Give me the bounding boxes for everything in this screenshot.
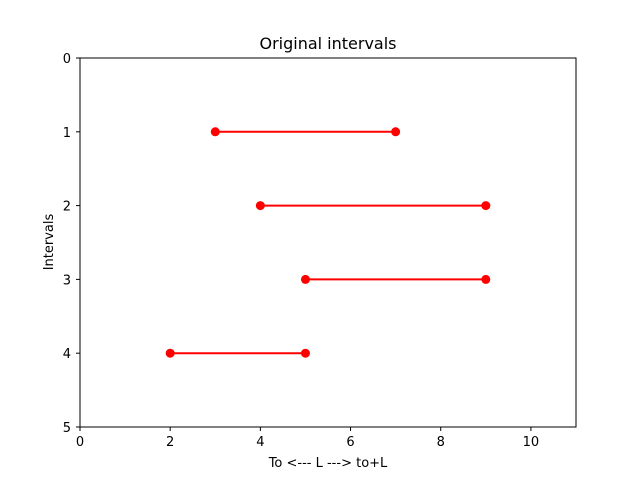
x-tick-label: 2 <box>166 435 174 450</box>
interval-end-point-3 <box>481 274 491 284</box>
x-tick-label: 6 <box>346 435 354 450</box>
x-tick-label: 4 <box>256 435 264 450</box>
y-tick-label: 0 <box>63 52 71 67</box>
x-axis-label: To <--- L ---> to+L <box>268 456 388 471</box>
x-tick-label: 0 <box>76 435 84 450</box>
plot-frame <box>79 57 577 428</box>
y-tick-label: 3 <box>63 273 71 288</box>
x-tick-label: 8 <box>437 435 445 450</box>
chart-title: Original intervals <box>259 34 396 53</box>
y-tick-label: 1 <box>63 126 71 141</box>
interval-start-point-2 <box>255 201 265 211</box>
interval-start-point-1 <box>210 127 220 137</box>
x-axis-ticks: 0 2 4 6 8 10 <box>76 427 539 450</box>
y-axis-label: Intervals <box>42 213 57 270</box>
plot-area <box>80 58 576 427</box>
x-tick-label: 10 <box>523 435 540 450</box>
y-tick-label: 4 <box>63 347 71 362</box>
interval-end-point-1 <box>391 127 401 137</box>
interval-end-point-2 <box>481 201 491 211</box>
interval-start-point-4 <box>165 348 175 358</box>
interval-end-point-4 <box>300 348 310 358</box>
interval-series <box>165 127 491 358</box>
interval-start-point-3 <box>300 274 310 284</box>
y-tick-label: 2 <box>63 200 71 215</box>
y-axis-ticks: 0 1 2 3 4 5 <box>63 52 80 436</box>
y-tick-label: 5 <box>63 421 71 436</box>
